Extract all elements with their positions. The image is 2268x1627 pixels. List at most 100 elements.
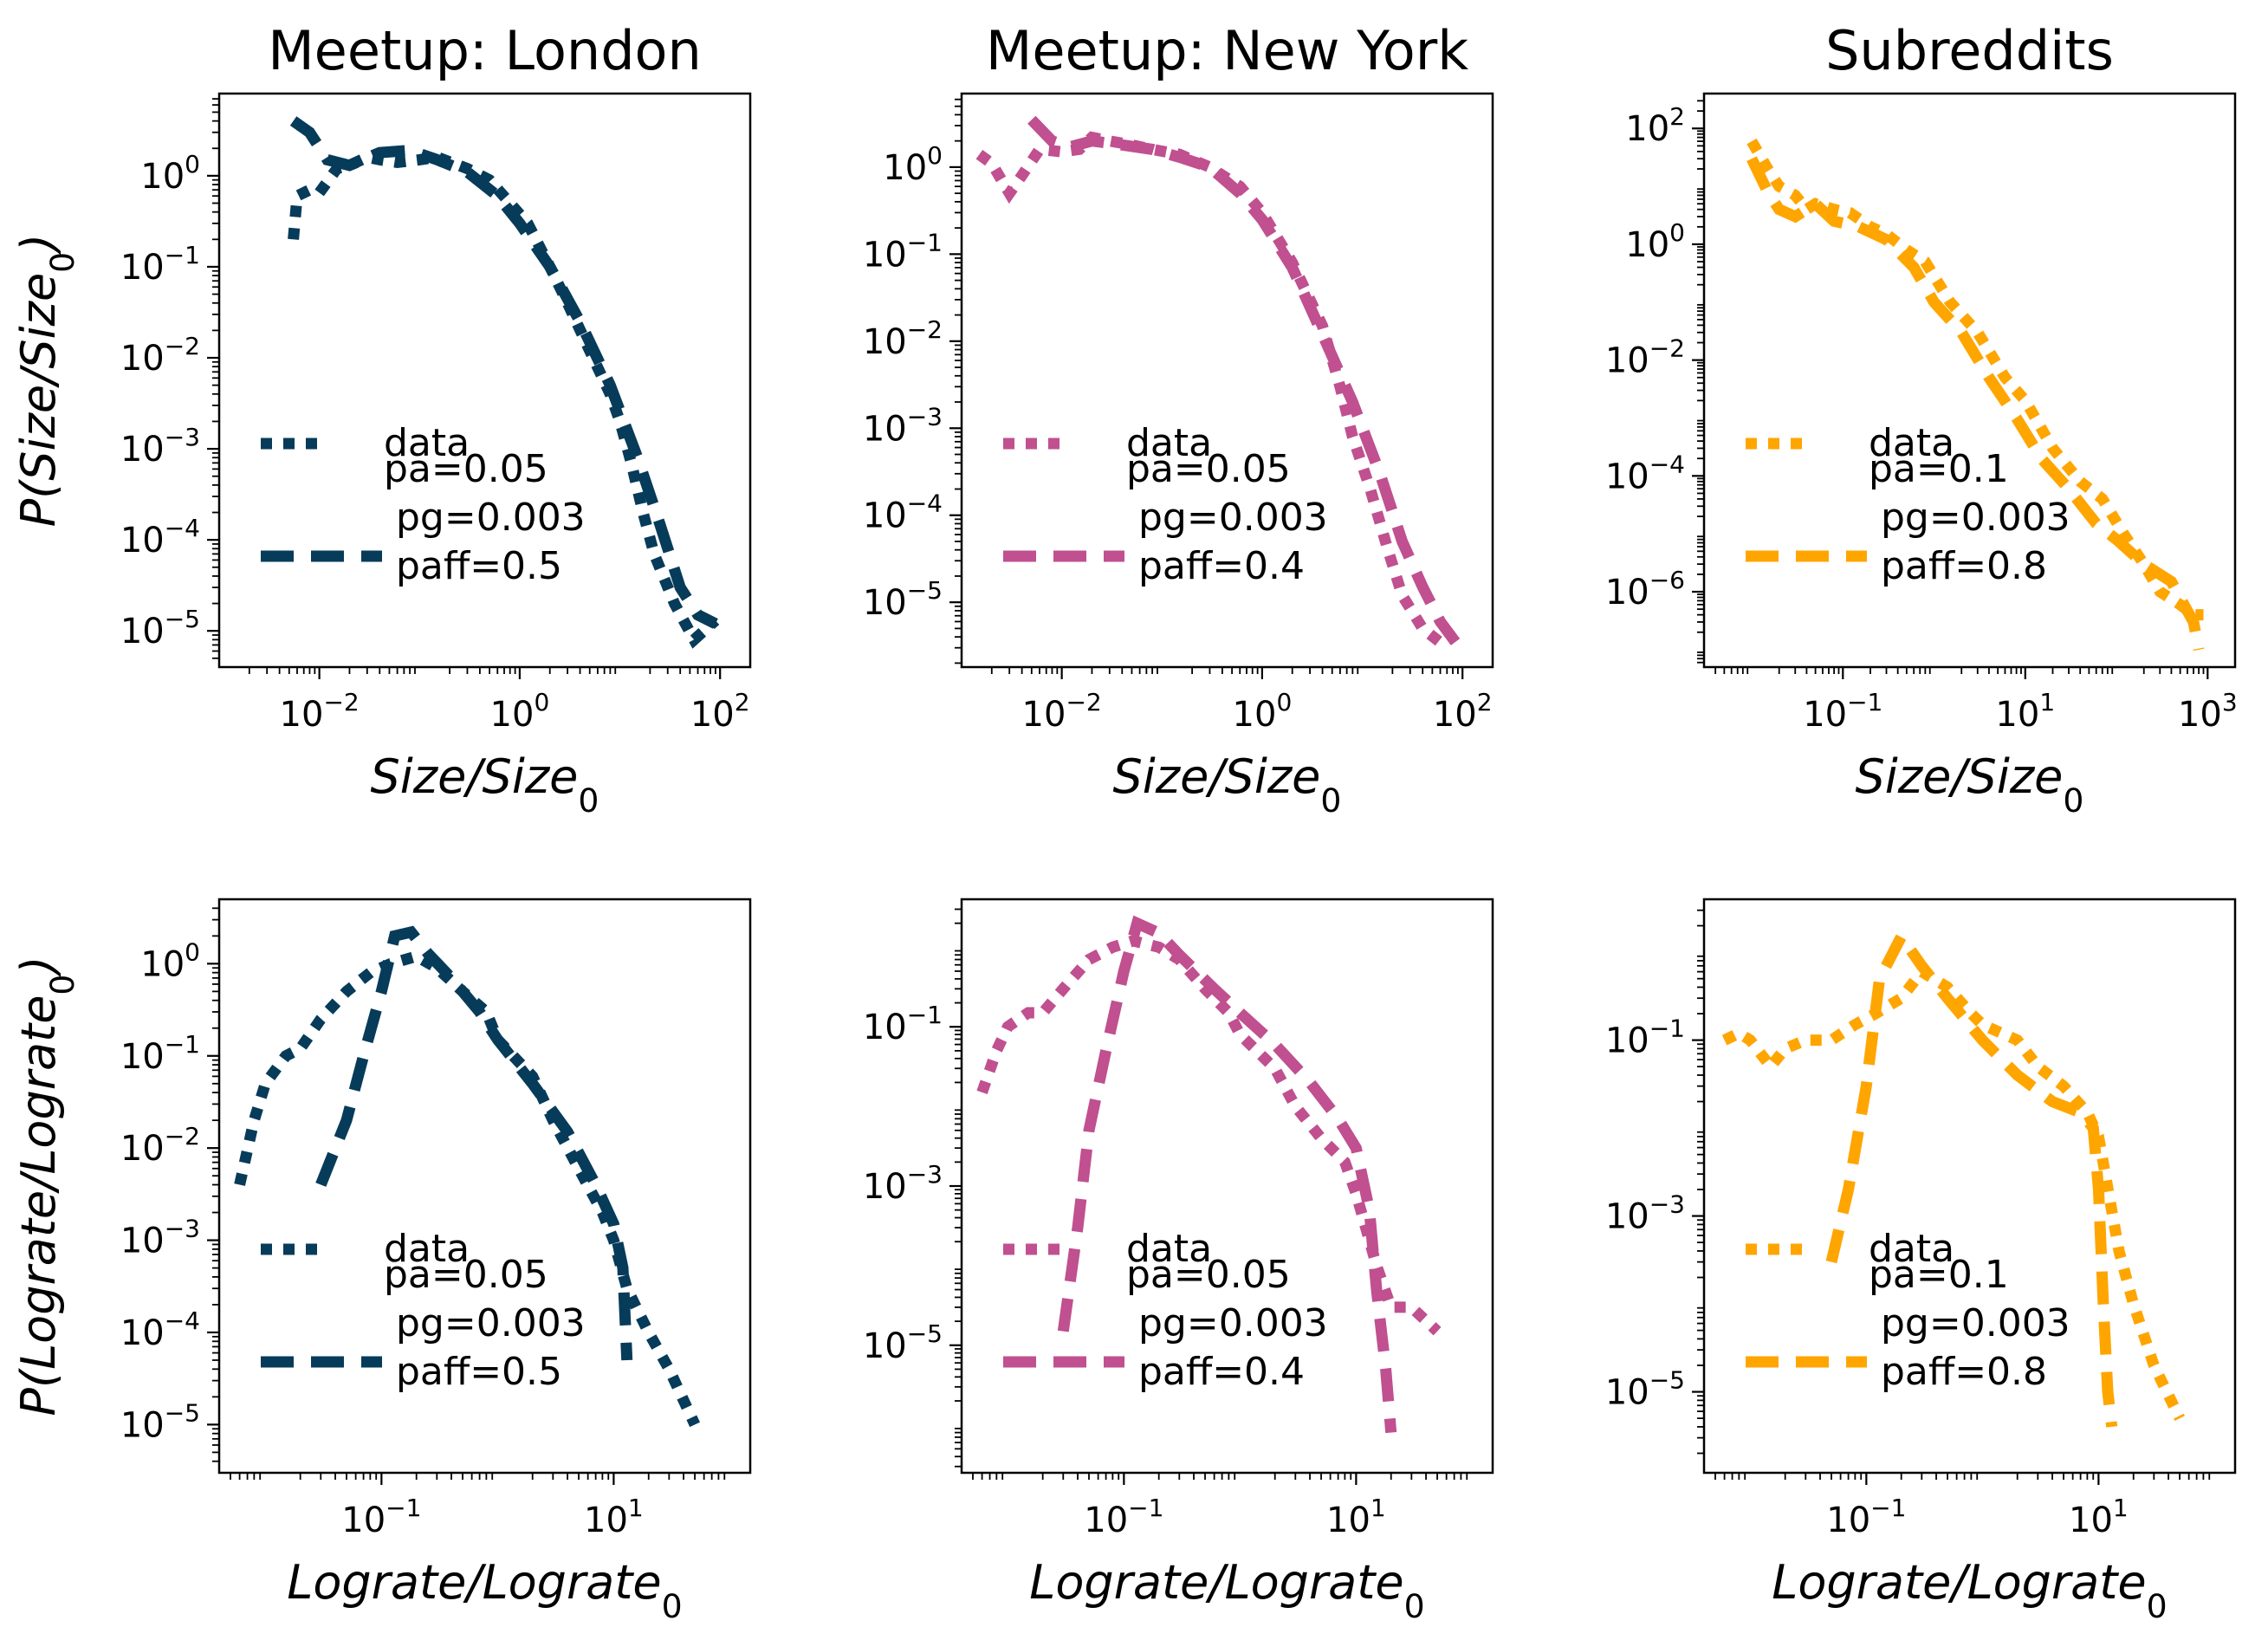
x-axis-label: Lograte/Lograte0 xyxy=(1029,1555,1424,1625)
legend-model-label-line: pa=0.05 xyxy=(1126,447,1291,491)
y-tick-label: 10−6 xyxy=(1605,566,1685,613)
legend-data-label: data xyxy=(1869,421,1954,465)
axes-frame xyxy=(217,92,752,669)
legend-model-label-line: pa=0.1 xyxy=(1869,1253,2009,1297)
y-tick-label: 10−2 xyxy=(1605,334,1685,381)
y-tick-label: 100 xyxy=(883,141,943,188)
x-axis-label: Size/Size0 xyxy=(1113,749,1342,820)
panel-3: 10−1 101 103 102 100 10−2 10−4 10−6 Subreddits Si… xyxy=(1605,19,2238,820)
axes-frame xyxy=(1702,898,2237,1475)
legend-model-label-line: paff=0.5 xyxy=(384,1350,562,1394)
x-axis-label: Size/Size0 xyxy=(1856,749,2084,820)
axes-frame xyxy=(1702,92,2237,669)
legend-model-label-line: pg=0.003 xyxy=(384,496,586,540)
x-tick-label: 10−1 xyxy=(1084,1494,1163,1540)
axes-frame xyxy=(217,898,752,1475)
legend-data-label: data xyxy=(384,421,470,465)
y-tick-label: 10−5 xyxy=(1605,1366,1685,1413)
x-tick-label: 101 xyxy=(2069,1494,2129,1540)
series-model-line xyxy=(1825,925,2118,1428)
series-data-line xyxy=(975,131,1451,652)
y-tick-label: 10−3 xyxy=(863,1160,943,1207)
y-tick-label: 10−3 xyxy=(120,423,200,470)
x-tick-label: 10−1 xyxy=(341,1494,421,1540)
legend-data-label: data xyxy=(1126,1227,1212,1271)
x-tick-label: 101 xyxy=(1995,688,2055,735)
x-tick-label: 102 xyxy=(690,688,750,735)
x-minor-ticks xyxy=(1714,1473,2211,1480)
series-model-line xyxy=(1027,115,1461,645)
y-axis-label: P(Size/Size0) xyxy=(11,234,81,528)
y-tick-label: 10−2 xyxy=(863,315,943,362)
y-tick-label: 10−4 xyxy=(120,1306,200,1353)
legend-model-label-line: paff=0.4 xyxy=(1126,1350,1305,1394)
legend-data-label: data xyxy=(1126,421,1212,465)
y-minor-ticks xyxy=(212,907,219,1462)
legend-model-label-line: pa=0.05 xyxy=(384,447,548,491)
x-tick-label: 101 xyxy=(584,1494,644,1540)
y-minor-ticks xyxy=(212,98,219,659)
y-minor-ticks xyxy=(955,908,962,1468)
y-minor-ticks xyxy=(955,98,962,664)
series-model-line xyxy=(1746,156,2205,651)
series-model-line xyxy=(315,925,633,1361)
x-axis-label: Lograte/Lograte0 xyxy=(287,1555,682,1625)
y-axis-label: P(Lograte/Lograte0) xyxy=(11,956,81,1416)
series-model-line xyxy=(289,116,718,629)
legend-model-label-line: pa=0.1 xyxy=(1869,447,2009,491)
panels: 10−2 100 102 100 10−1 10−2 10−3 10−4 10−5 Meetup:… xyxy=(11,19,2238,1625)
x-tick-label: 10−1 xyxy=(1826,1494,1906,1540)
legend-model-label-line: pa=0.05 xyxy=(384,1253,548,1297)
x-tick-label: 100 xyxy=(1233,688,1293,735)
y-minor-ticks xyxy=(1697,909,1704,1455)
x-tick-label: 10−1 xyxy=(1803,688,1882,735)
y-tick-label: 100 xyxy=(140,937,200,984)
legend-model-label-line: paff=0.8 xyxy=(1869,544,2047,588)
panel-title: Meetup: New York xyxy=(986,19,1468,82)
series-data-line xyxy=(1721,964,2185,1421)
panel-title: Subreddits xyxy=(1825,19,2114,82)
legend-model-label-line: paff=0.4 xyxy=(1126,544,1305,588)
x-minor-ticks xyxy=(1714,667,2205,674)
legend-model-label-line: paff=0.5 xyxy=(384,544,562,588)
x-tick-label: 10−2 xyxy=(280,688,360,735)
panel-2: 10−2 100 102 100 10−1 10−2 10−3 10−4 10−5 Meetup:… xyxy=(863,19,1494,820)
y-minor-ticks xyxy=(1697,100,1704,664)
series-data-line xyxy=(1746,138,2204,621)
legend-model-label-line: pg=0.003 xyxy=(1126,496,1328,540)
x-axis-label: Size/Size0 xyxy=(371,749,599,820)
y-tick-label: 10−5 xyxy=(863,576,943,623)
y-tick-label: 10−3 xyxy=(120,1215,200,1261)
x-tick-label: 102 xyxy=(1433,688,1493,735)
legend-model-label-line: pg=0.003 xyxy=(1869,1301,2070,1345)
legend-model-label-line: pg=0.003 xyxy=(1126,1301,1328,1345)
panel-6: 10−1 101 10−1 10−3 10−5 Lograte/Lograte0 datap… xyxy=(1605,898,2237,1625)
y-tick-label: 10−1 xyxy=(1605,1014,1685,1061)
y-tick-label: 10−5 xyxy=(120,1398,200,1445)
legend-model-label-line: pg=0.003 xyxy=(384,1301,586,1345)
y-tick-label: 10−5 xyxy=(863,1319,943,1366)
y-tick-label: 102 xyxy=(1625,102,1685,149)
x-tick-label: 10−2 xyxy=(1022,688,1102,735)
x-minor-ticks xyxy=(972,1473,1468,1480)
panel-title: Meetup: London xyxy=(268,19,702,82)
panel-5: 10−1 10110−110−310−5Lograte/Lograte0datap… xyxy=(863,898,1494,1625)
y-tick-label: 10−3 xyxy=(1605,1190,1685,1237)
y-tick-label: 10−2 xyxy=(120,1122,200,1169)
x-axis-label: Lograte/Lograte0 xyxy=(1772,1555,2167,1625)
series-model-line xyxy=(1057,915,1397,1434)
legend-model-label-line: pg=0.003 xyxy=(1869,496,2070,540)
panel-4: 10−1 101 100 10−1 10−2 10−3 10−4 10−5 Lograte/Lo… xyxy=(11,898,752,1625)
axes-frame xyxy=(960,92,1494,669)
y-tick-label: 10−5 xyxy=(120,605,200,651)
x-minor-ticks xyxy=(230,1473,726,1480)
legend-data-label: data xyxy=(384,1227,470,1271)
x-minor-ticks xyxy=(990,667,1459,674)
